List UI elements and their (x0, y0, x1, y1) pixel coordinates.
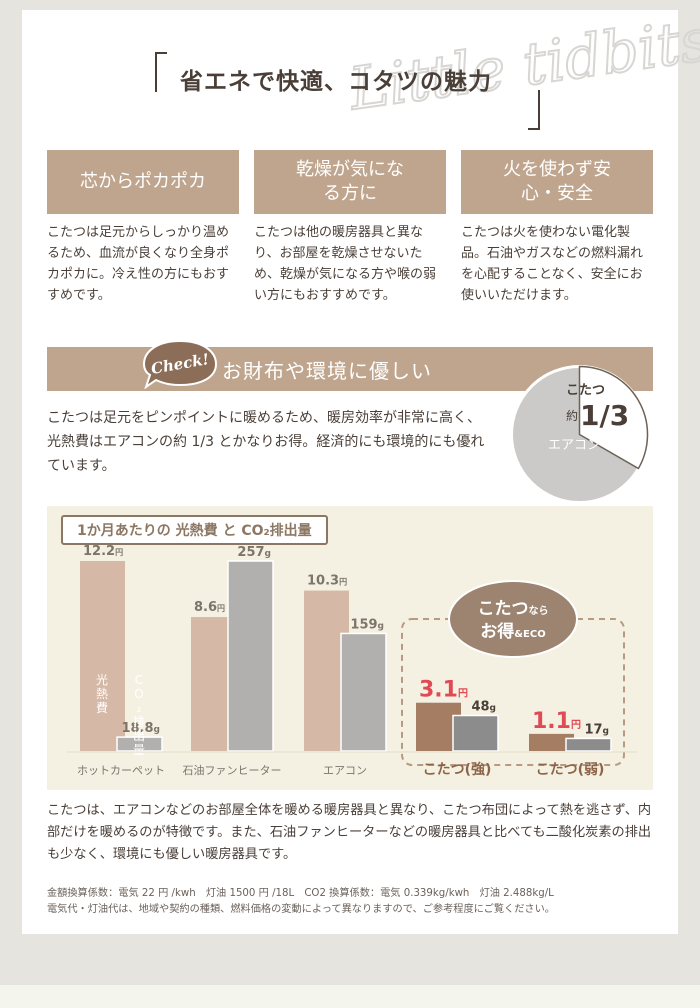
inbar-cost-char-2: 費 (96, 700, 108, 715)
category-label-0: ホットカーペット (77, 764, 165, 777)
category-label-4: こたつ(弱) (536, 762, 605, 778)
inbar-co2-char-1: O (134, 687, 143, 701)
kotatsu-callout-bubble (448, 580, 578, 658)
footnote-line-2: 電気代・灯油代は、地域や契約の種類、燃料価格の変動によって異なりますので、ご参考… (47, 904, 555, 915)
footnote: 金額換算係数：電気 22 円 /kwh 灯油 1500 円 /18L CO2 換… (47, 886, 657, 918)
pie-approx-label: 約 (566, 408, 578, 423)
bracket-left-icon (155, 52, 167, 92)
inbar-co2-char-5: 量 (133, 743, 145, 757)
check-text: こたつは足元をピンポイントに暖めるため、暖房効率が非常に高く、光熱費はエアコンの… (47, 410, 485, 474)
chart-title: 1か月あたりの 光熱費 と CO₂排出量 (61, 515, 328, 545)
pie-ratio-label: 1/3 (580, 399, 629, 432)
label-co2-0: 18.8g (121, 721, 160, 736)
label-co2-3: 48g (471, 700, 496, 715)
pie-kotatsu-slice (578, 365, 649, 470)
feature-title-warm: 芯からポカポカ (47, 150, 239, 214)
label-cost-2: 10.3円 (307, 574, 347, 589)
feature-title-dry: 乾燥が気になる方に (254, 150, 446, 214)
bar-cost-0 (80, 561, 125, 751)
bar-co2-3 (452, 714, 499, 752)
inbar-cost-char-1: 熱 (96, 687, 108, 701)
label-cost-4: 1.1円 (532, 709, 581, 734)
heading-block: 省エネで快適、コタツの魅力 (150, 40, 550, 130)
inbar-co2-char-4: 出 (133, 729, 145, 743)
pie-kotatsu-label: こたつ (566, 383, 605, 398)
description-text: こたつは、エアコンなどのお部屋全体を暖める暖房器具と異なり、こたつ布団によって熱… (47, 803, 652, 862)
bar-co2-4 (565, 737, 612, 752)
check-badge-icon: Check! (142, 339, 218, 389)
footnote-line-1: 金額換算係数：電気 22 円 /kwh 灯油 1500 円 /18L CO2 換… (47, 888, 554, 899)
label-cost-3: 3.1円 (419, 678, 468, 703)
feature-title-safe: 火を使わず安心・安全 (461, 150, 653, 214)
bar-co2-1 (227, 560, 274, 752)
feature-text-warm: こたつは足元からしっかり温めるため、血流が良くなり全身ポカポカに。冷え性の方にも… (47, 225, 230, 303)
feature-text-dry: こたつは他の暖房器具と異なり、お部屋を乾燥させないため、乾燥が気になる方や喉の弱… (254, 225, 437, 303)
category-label-2: エアコン (323, 764, 367, 777)
bar-co2-2 (340, 632, 387, 752)
ratio-pie: エアコン こたつ 約 1/3 (510, 365, 649, 504)
category-label-3: こたつ(強) (423, 761, 492, 778)
feature-text-safe: こたつは火を使わない電化製品。石油やガスなどの燃料漏れを心配することなく、安全に… (461, 225, 644, 303)
bar-co2-0 (116, 736, 163, 752)
label-cost-1: 8.6円 (194, 600, 225, 615)
check-title: お財布や環境に優しい (222, 359, 432, 383)
label-co2-2: 159g (350, 617, 384, 632)
bottom-strip (0, 985, 700, 1008)
inbar-co2-char-2: ₂ (137, 701, 142, 715)
inbar-cost-char-0: 光 (96, 673, 108, 687)
inbar-co2-char-3: 排 (133, 715, 145, 729)
label-co2-1: 257g (237, 545, 271, 560)
inbar-co2-char-0: C (135, 673, 143, 687)
cost-co2-bar-chart: こたつならお得&ECO12.2円18.8gホットカーペット8.6円257g石油フ… (67, 544, 637, 778)
label-cost-0: 12.2円 (83, 544, 123, 559)
pie-aircon-label: エアコン (548, 438, 600, 453)
watermark-logo: Little tidbits (343, 4, 700, 124)
bracket-right-icon (528, 90, 540, 130)
bar-cost-4 (529, 733, 574, 751)
page-heading: 省エネで快適、コタツの魅力 (180, 69, 492, 95)
label-co2-4: 17g (584, 722, 609, 737)
category-label-1: 石油ファンヒーター (183, 763, 282, 777)
